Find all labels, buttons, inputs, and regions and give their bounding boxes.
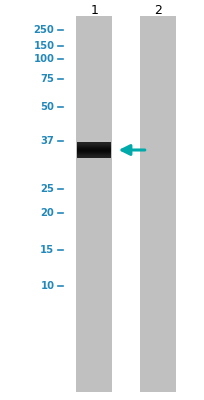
Text: 50: 50 [40,102,54,112]
Text: 150: 150 [33,41,54,51]
Bar [139,16,175,392]
Text: 1: 1 [90,4,98,16]
Text: 20: 20 [40,208,54,218]
Text: 100: 100 [33,54,54,64]
Text: 250: 250 [33,25,54,35]
Text: 2: 2 [153,4,161,16]
Text: 75: 75 [40,74,54,84]
Text: 10: 10 [40,281,54,291]
Text: 25: 25 [40,184,54,194]
Bar [76,16,112,392]
Text: 15: 15 [40,245,54,255]
Text: 37: 37 [40,136,54,146]
